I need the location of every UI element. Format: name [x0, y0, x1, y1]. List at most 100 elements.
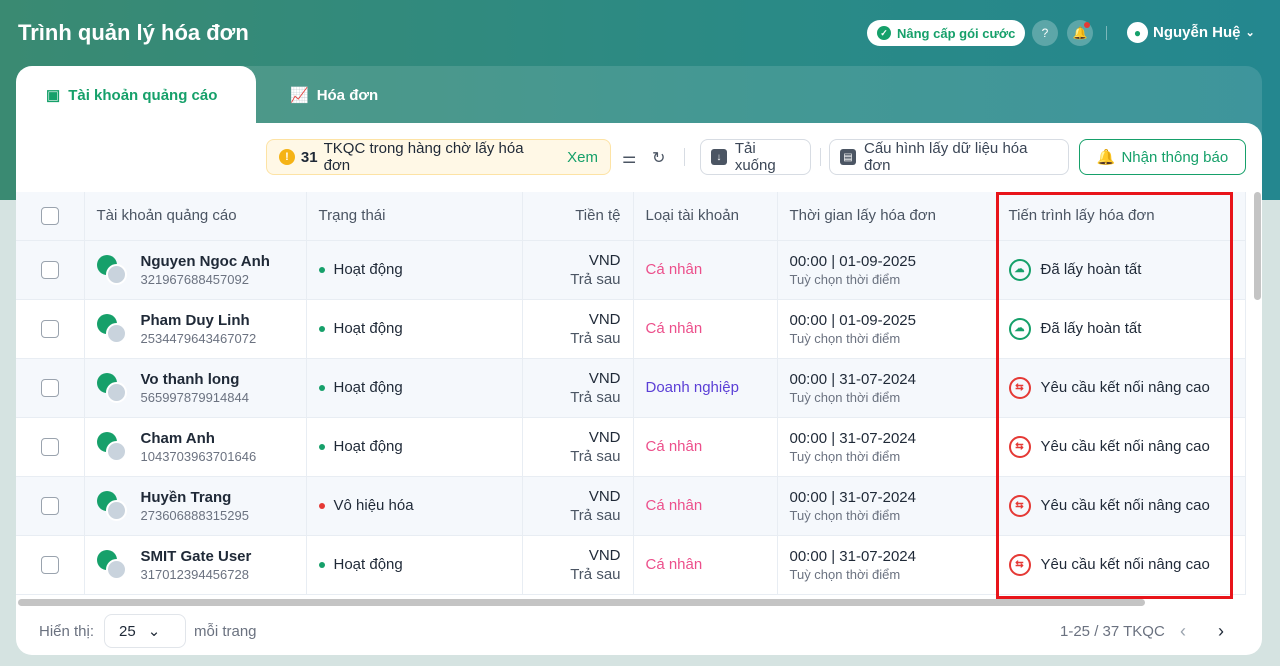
user-menu[interactable]: ● Nguyễn Huệ ⌄ [1127, 22, 1255, 43]
fetch-time-note: Tuỳ chọn thời điểm [789, 389, 901, 405]
help-button[interactable]: ? [1032, 20, 1058, 46]
status-text: Hoạt động [333, 261, 403, 278]
account-name[interactable]: Pham Duy Linh [140, 311, 250, 329]
account-id: 565997879914844 [140, 389, 249, 405]
page-size-value: 25 [119, 622, 136, 640]
progress-status[interactable]: Yêu cầu kết nối nâng cao [1040, 379, 1210, 396]
upgrade-label: Nâng cấp gói cước [897, 25, 1016, 41]
account-name[interactable]: Huyền Trang [140, 488, 232, 506]
progress-status[interactable]: Yêu cầu kết nối nâng cao [1040, 497, 1210, 514]
verified-icon: ✓ [877, 26, 891, 40]
cloud-check-icon: ☁ [1008, 258, 1031, 281]
row-checkbox[interactable] [40, 378, 59, 397]
currency: VND [588, 487, 621, 505]
table-row[interactable]: Vo thanh long 565997879914844 Hoạt động V… [16, 358, 1246, 418]
table-row[interactable]: Pham Duy Linh 2534479643467072 Hoạt động … [16, 299, 1246, 359]
filter-settings-icon[interactable]: ⚌ [622, 150, 637, 167]
chevron-down-icon: ⌄ [1245, 27, 1255, 39]
account-name[interactable]: Nguyen Ngoc Anh [140, 252, 270, 270]
queue-count: 31 [300, 148, 318, 166]
payment-type: Trả sau [570, 270, 621, 288]
col-type[interactable]: Loại tài khoản [633, 192, 778, 241]
connection-icon: ⇆ [1008, 494, 1031, 517]
queue-view-link[interactable]: Xem [567, 148, 598, 166]
table-row[interactable]: Huyền Trang 273606888315295 Vô hiệu hóa V… [16, 476, 1246, 536]
notify-button[interactable]: 🔔 Nhận thông báo [1079, 139, 1246, 175]
config-label: Cấu hình lấy dữ liệu hóa đơn [863, 140, 1028, 174]
progress-status[interactable]: Yêu cầu kết nối nâng cao [1040, 438, 1210, 455]
cloud-check-icon: ☁ [1008, 317, 1031, 340]
refresh-icon[interactable]: ↻ [652, 150, 666, 167]
account-name[interactable]: Vo thanh long [140, 370, 240, 388]
row-checkbox[interactable] [40, 319, 59, 338]
status-dot [318, 384, 325, 391]
col-account[interactable]: Tài khoản quảng cáo [84, 192, 307, 241]
currency: VND [588, 251, 621, 269]
account-avatar [96, 490, 127, 521]
fetch-time-note: Tuỳ chọn thời điểm [789, 271, 901, 287]
download-icon: ↓ [711, 149, 727, 165]
status-text: Vô hiệu hóa [333, 497, 414, 514]
account-id: 1043703963701646 [140, 448, 257, 464]
account-id: 2534479643467072 [140, 330, 257, 346]
status-text: Hoạt động [333, 320, 403, 337]
account-type: Doanh nghiệp [633, 358, 778, 418]
divider [684, 148, 685, 166]
fetch-time-note: Tuỳ chọn thời điểm [789, 448, 901, 464]
chevron-down-icon: ⌄ [147, 623, 161, 640]
divider [1106, 26, 1107, 40]
payment-type: Trả sau [570, 329, 621, 347]
fetch-time-note: Tuỳ chọn thời điểm [789, 566, 901, 582]
col-status[interactable]: Trạng thái [306, 192, 523, 241]
table-row[interactable]: Cham Anh 1043703963701646 Hoạt động VND Tr… [16, 417, 1246, 477]
prev-page-icon[interactable]: ‹ [1180, 620, 1186, 641]
next-page-icon[interactable]: › [1218, 620, 1224, 641]
connection-icon: ⇆ [1008, 376, 1031, 399]
select-all-checkbox[interactable] [40, 206, 59, 225]
notification-dot [1084, 22, 1090, 28]
row-checkbox[interactable] [40, 555, 59, 574]
col-progress[interactable]: Tiến trình lấy hóa đơn [996, 192, 1246, 241]
progress-status[interactable]: Yêu cầu kết nối nâng cao [1040, 556, 1210, 573]
queue-text: TKQC trong hàng chờ lấy hóa đơn [323, 140, 524, 174]
row-checkbox[interactable] [40, 437, 59, 456]
status-text: Hoạt động [333, 556, 403, 573]
payment-type: Trả sau [570, 388, 621, 406]
notify-label: Nhận thông báo [1121, 148, 1229, 166]
status-dot [318, 443, 325, 450]
page-size-select[interactable]: 25 ⌄ [104, 614, 186, 648]
account-avatar [96, 549, 127, 580]
payment-type: Trả sau [570, 447, 621, 465]
config-button[interactable]: ▤ Cấu hình lấy dữ liệu hóa đơn [829, 139, 1069, 175]
account-type: Cá nhân [633, 476, 778, 536]
vertical-scrollbar[interactable] [1254, 192, 1261, 300]
tab-ad-accounts[interactable]: ▣ Tài khoản quảng cáo [16, 66, 256, 124]
account-id: 317012394456728 [140, 566, 249, 582]
chart-icon: 📈 [290, 87, 309, 104]
clipboard-icon: ▤ [840, 149, 856, 165]
page-title: Trình quản lý hóa đơn [18, 20, 249, 45]
account-name[interactable]: Cham Anh [140, 429, 215, 447]
horizontal-scrollbar[interactable] [18, 599, 1145, 606]
table-row[interactable]: Nguyen Ngoc Anh 321967688457092 Hoạt động… [16, 240, 1246, 300]
user-name: Nguyễn Huệ [1153, 24, 1241, 41]
row-checkbox[interactable] [40, 260, 59, 279]
row-checkbox[interactable] [40, 496, 59, 515]
currency: VND [588, 369, 621, 387]
account-name[interactable]: SMIT Gate User [140, 547, 252, 565]
account-avatar [96, 431, 127, 462]
per-page-label: mỗi trang [194, 622, 257, 640]
upgrade-button[interactable]: ✓ Nâng cấp gói cước [867, 20, 1026, 46]
tab-invoices[interactable]: 📈 Hóa đơn [290, 66, 378, 124]
status-dot [318, 502, 325, 509]
connection-icon: ⇆ [1008, 435, 1031, 458]
download-button[interactable]: ↓ Tải xuống [700, 139, 811, 175]
col-time[interactable]: Thời gian lấy hóa đơn [777, 192, 997, 241]
account-type: Cá nhân [633, 417, 778, 477]
fetch-time: 00:00 | 31-07-2024 [789, 547, 917, 565]
col-currency[interactable]: Tiền tệ [522, 192, 634, 241]
pagination-range: 1-25 / 37 TKQC [1060, 622, 1165, 640]
notification-button[interactable]: 🔔 [1067, 20, 1093, 46]
download-label: Tải xuống [734, 140, 776, 174]
table-row[interactable]: SMIT Gate User 317012394456728 Hoạt động … [16, 535, 1246, 595]
